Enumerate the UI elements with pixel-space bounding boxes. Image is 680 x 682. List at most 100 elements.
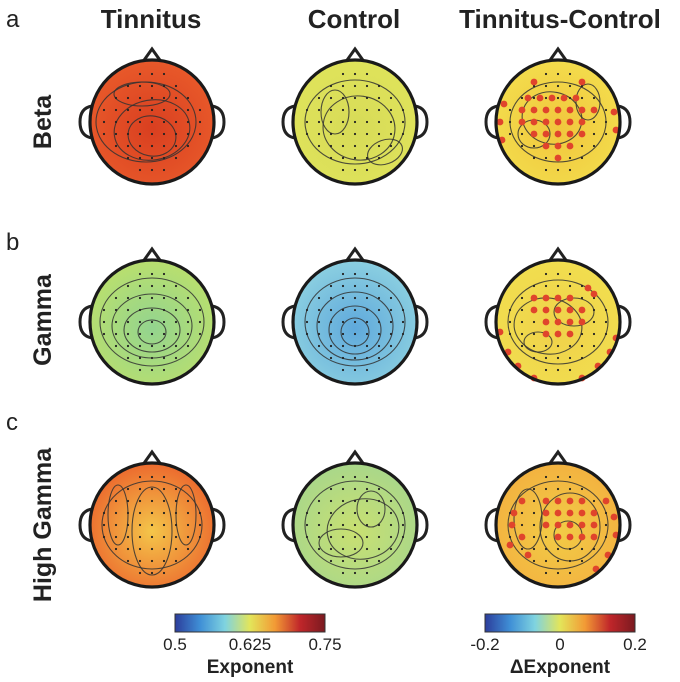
significant-electrode-marker: [578, 509, 586, 517]
electrode-dot: [568, 272, 572, 276]
electrode-dot: [317, 132, 321, 136]
significant-electrode-marker: [566, 306, 574, 314]
significant-electrode-marker: [584, 284, 592, 292]
electrode-dot: [126, 547, 130, 551]
electrode-dot: [174, 487, 178, 491]
electrode-dot: [353, 72, 357, 76]
electrode-dot: [186, 120, 190, 124]
electrode-dot: [317, 344, 321, 348]
significant-electrode-marker: [554, 318, 562, 326]
electrode-dot: [138, 487, 142, 491]
electrode-dot: [389, 511, 393, 515]
electrode-dot: [198, 332, 202, 336]
left-ear: [281, 104, 296, 140]
electrode-dot: [401, 320, 405, 324]
electrode-dot: [174, 523, 178, 527]
electrode-dot: [162, 108, 166, 112]
contour-line: [328, 305, 382, 355]
electrode-dot: [508, 511, 512, 515]
significant-electrode-marker: [542, 497, 550, 505]
exponent-colorbar-label: Exponent: [207, 657, 294, 678]
electrode-dot: [353, 168, 357, 172]
electrode-dot: [329, 320, 333, 324]
electrodes: [305, 72, 405, 172]
significant-electrode-marker: [530, 306, 538, 314]
electrode-dot: [544, 571, 548, 575]
electrode-dot: [186, 132, 190, 136]
electrode-dot: [377, 96, 381, 100]
electrode-dot: [544, 547, 548, 551]
exponent-tick-max: 0.75: [308, 635, 341, 654]
electrode-dot: [162, 120, 166, 124]
contour-lines: [304, 79, 406, 166]
electrode-dot: [150, 108, 154, 112]
electrode-dot: [401, 132, 405, 136]
contour-line: [320, 89, 350, 135]
electrode-dot: [162, 144, 166, 148]
electrode-dot: [353, 84, 357, 88]
significant-electrode-marker: [578, 78, 586, 86]
electrode-dot: [532, 547, 536, 551]
significant-electrode-marker: [578, 118, 586, 126]
electrode-dot: [186, 308, 190, 312]
electrode-dot: [150, 96, 154, 100]
electrode-dot: [401, 511, 405, 515]
right-ear: [414, 304, 429, 340]
electrode-dot: [568, 571, 572, 575]
significant-electrode-marker: [578, 306, 586, 314]
electrode-dot: [568, 368, 572, 372]
electrode-dot: [592, 96, 596, 100]
electrode-dot: [389, 332, 393, 336]
significant-electrode-marker: [560, 94, 568, 102]
electrode-dot: [377, 120, 381, 124]
electrode-dot: [138, 108, 142, 112]
electrode-dot: [162, 284, 166, 288]
electrode-dot: [532, 156, 536, 160]
electrode-dot: [150, 296, 154, 300]
contour-line: [575, 83, 601, 121]
electrode-dot: [353, 511, 357, 515]
electrode-dot: [365, 344, 369, 348]
electrode-dot: [592, 344, 596, 348]
electrode-dot: [520, 547, 524, 551]
significant-electrode-marker: [590, 521, 598, 529]
electrode-dot: [150, 511, 154, 515]
significant-electrode-marker: [554, 533, 562, 541]
electrode-dot: [162, 132, 166, 136]
electrode-dot: [341, 475, 345, 479]
contour-line: [304, 277, 406, 367]
topomap-high-gamma-difference: [484, 449, 632, 589]
electrode-dot: [150, 559, 154, 563]
electrode-dot: [377, 547, 381, 551]
electrode-dot: [317, 296, 321, 300]
electrode-dot: [126, 156, 130, 160]
electrode-dot: [305, 511, 309, 515]
electrode-dot: [317, 144, 321, 148]
electrode-dot: [329, 120, 333, 124]
electrode-dot: [365, 499, 369, 503]
significant-electrode-marker: [578, 533, 586, 541]
electrode-dot: [126, 84, 130, 88]
electrode-dot: [114, 523, 118, 527]
electrode-dot: [138, 547, 142, 551]
electrode-dot: [138, 156, 142, 160]
electrode-dot: [568, 475, 572, 479]
electrode-dot: [568, 487, 572, 491]
electrode-dot: [138, 332, 142, 336]
electrodes: [102, 475, 202, 575]
electrode-dot: [389, 547, 393, 551]
topomap-high-gamma-tinnitus: [78, 449, 226, 589]
electrode-dot: [401, 120, 405, 124]
head-outline: [291, 461, 419, 589]
electrode-dot: [138, 120, 142, 124]
electrode-dot: [544, 84, 548, 88]
exponent-tick-mid: 0.625: [229, 635, 272, 654]
electrode-dot: [102, 332, 106, 336]
significant-electrode-marker: [510, 509, 518, 517]
topomap-gamma-tinnitus: [78, 246, 226, 386]
electrode-dot: [305, 308, 309, 312]
contour-lines: [507, 279, 609, 365]
electrode-dot: [556, 547, 560, 551]
electrode-dot: [150, 120, 154, 124]
electrode-dot: [162, 156, 166, 160]
